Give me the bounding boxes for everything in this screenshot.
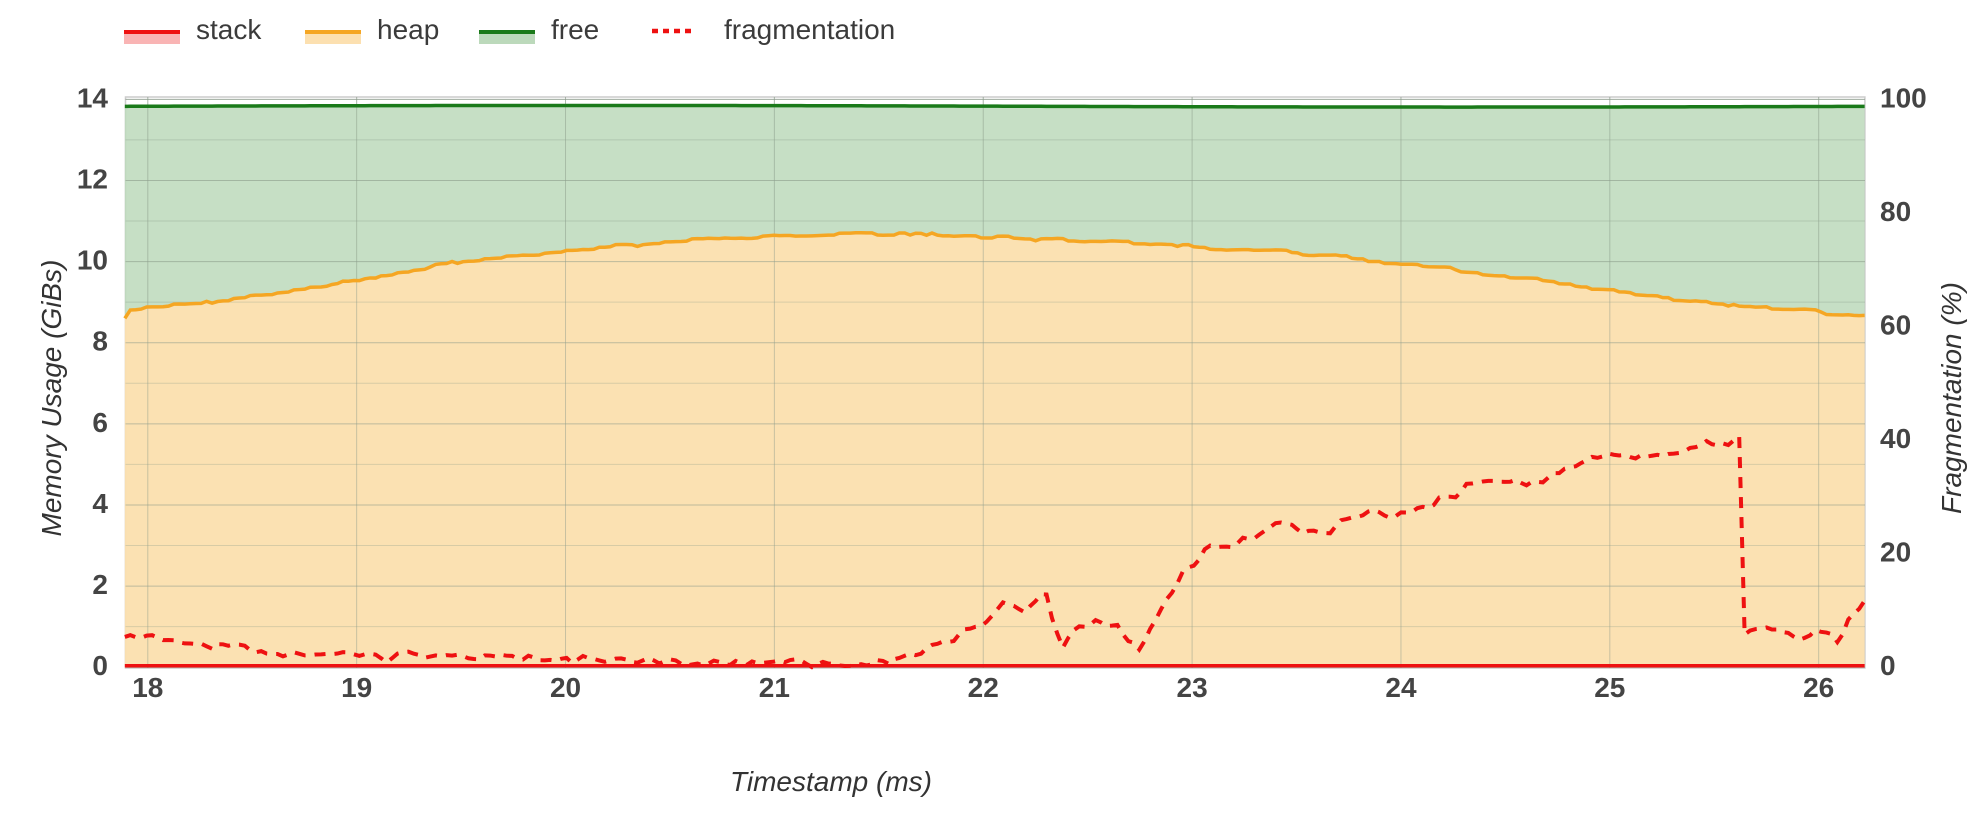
svg-text:80: 80 (1880, 196, 1911, 227)
svg-text:20: 20 (1880, 537, 1911, 568)
svg-text:12: 12 (77, 163, 108, 194)
svg-text:8: 8 (92, 326, 108, 357)
svg-text:26: 26 (1803, 672, 1834, 703)
svg-text:25: 25 (1594, 672, 1625, 703)
svg-text:0: 0 (1880, 650, 1896, 681)
svg-text:19: 19 (341, 672, 372, 703)
svg-text:10: 10 (77, 245, 108, 276)
svg-text:23: 23 (1177, 672, 1208, 703)
svg-text:0: 0 (92, 650, 108, 681)
svg-text:24: 24 (1385, 672, 1417, 703)
svg-text:60: 60 (1880, 310, 1911, 341)
svg-text:14: 14 (77, 82, 109, 113)
svg-text:2: 2 (92, 569, 108, 600)
svg-text:21: 21 (759, 672, 790, 703)
svg-text:6: 6 (92, 407, 108, 438)
svg-text:4: 4 (92, 488, 108, 519)
svg-text:40: 40 (1880, 423, 1911, 454)
svg-text:22: 22 (968, 672, 999, 703)
svg-text:20: 20 (550, 672, 581, 703)
svg-text:18: 18 (132, 672, 163, 703)
svg-text:100: 100 (1880, 82, 1927, 113)
